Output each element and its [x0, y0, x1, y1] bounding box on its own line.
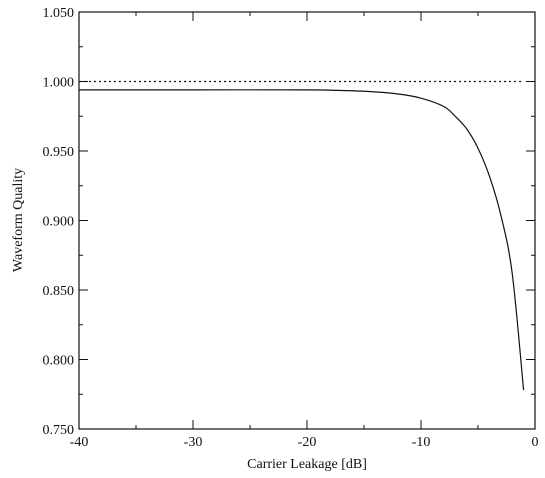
ticks — [78, 11, 536, 430]
y-tick-label: 1.050 — [43, 6, 75, 21]
x-tick-label: -40 — [70, 435, 89, 450]
y-tick-label: 0.850 — [43, 284, 75, 299]
x-tick-label: -10 — [412, 435, 431, 450]
y-axis-title: Waveform Quality — [11, 168, 26, 272]
tick-labels: -40 -30 -20 -10 0 0.750 0.800 0.850 0.900 0.950 1.… — [43, 6, 539, 450]
x-tick-label: -30 — [184, 435, 203, 450]
y-tick-label: 0.750 — [43, 423, 75, 438]
x-tick-label: -20 — [298, 435, 317, 450]
plot-frame — [78, 11, 536, 430]
y-tick-label: 1.000 — [43, 76, 75, 91]
y-tick-label: 0.950 — [43, 145, 75, 160]
series-line-solid — [79, 89, 525, 391]
y-tick-label: 0.900 — [43, 215, 75, 230]
y-tick-label: 0.800 — [43, 354, 75, 369]
x-axis-title: Carrier Leakage [dB] — [247, 457, 367, 472]
x-tick-label: 0 — [532, 435, 539, 450]
series-group — [79, 80, 525, 391]
